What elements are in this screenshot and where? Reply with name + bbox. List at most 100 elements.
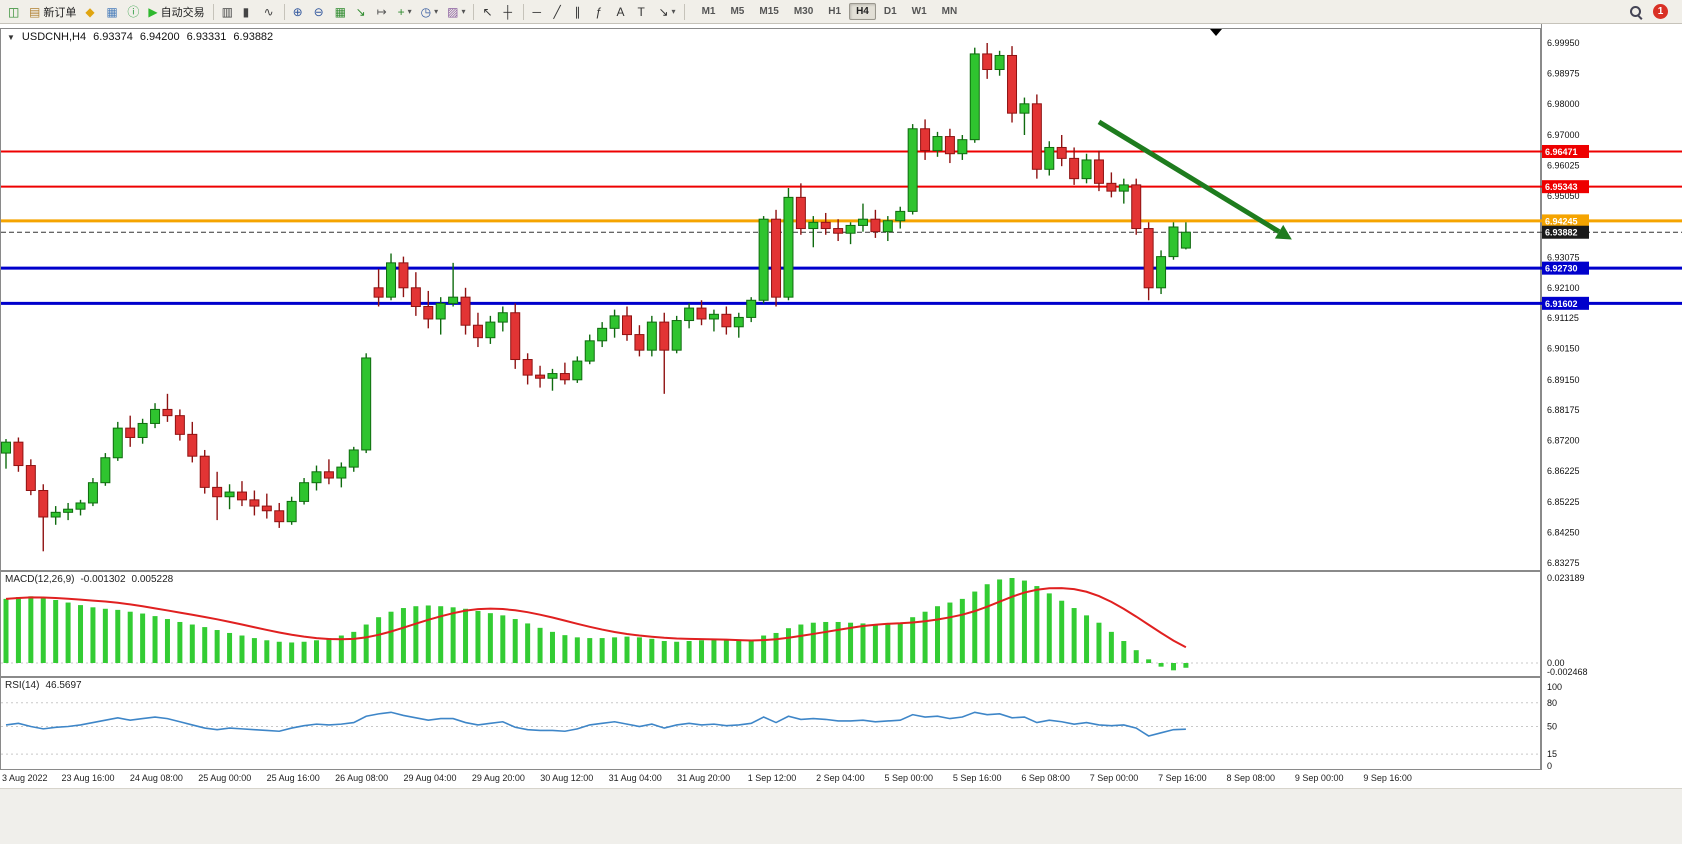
symbol-timeframe-label: USDCNH,H4 xyxy=(21,31,87,43)
main-price-chart[interactable]: 6.99950 6.98975 6.98000 6.97000 6.96025 6.950… xyxy=(0,24,1682,571)
new-chart-button[interactable]: ◫ xyxy=(4,2,24,22)
rsi-name: RSI(14) xyxy=(5,680,40,691)
text-icon: A xyxy=(616,4,625,19)
candlestick-chart-button[interactable]: ▮ xyxy=(239,2,259,22)
chart-window[interactable]: ▼ USDCNH,H4 6.93374 6.94200 6.93331 6.93… xyxy=(0,24,1682,844)
toolbar-button-group: ◫ ▤ 新订单 ◆ ▦ ⓘ ▶ 自动交易 ▥ ▮ ∿ ⊕ ⊖ ▦ ↘ ↦ + ▾ ◷ ▾ ▨ ▾ ↖ ┼ ─ ╱ ∥ ƒ A T ↘ ▾ xyxy=(4,2,680,22)
macd-signal-value: 0.005228 xyxy=(131,574,174,585)
zoom-in-icon: ⊕ xyxy=(292,4,303,19)
market-watch-button[interactable]: ◆ xyxy=(81,2,101,22)
timeframe-m15-button[interactable]: M15 xyxy=(752,3,785,20)
toolbar-separator xyxy=(683,3,685,20)
symbol-menu-icon[interactable]: ▼ xyxy=(7,32,15,42)
trendline-button[interactable]: ╱ xyxy=(549,2,569,22)
tile-windows-button[interactable]: ▦ xyxy=(331,2,351,22)
arrows-button[interactable]: ↘ ▾ xyxy=(654,2,679,22)
cursor-button[interactable]: ↖ xyxy=(478,2,498,22)
timeframe-h1-button[interactable]: H1 xyxy=(821,3,848,20)
dropdown-caret-icon: ▾ xyxy=(671,7,676,16)
indicators-button[interactable]: + ▾ xyxy=(394,2,416,22)
time-axis-label: 6 Sep 08:00 xyxy=(1021,773,1070,783)
time-axis-label: 5 Sep 16:00 xyxy=(952,773,1002,783)
clock-icon: ◷ xyxy=(420,4,432,19)
time-axis-label: 5 Sep 00:00 xyxy=(884,773,934,783)
auto-trading-button[interactable]: ▶ 自动交易 xyxy=(144,2,208,22)
time-axis-label: 7 Sep 00:00 xyxy=(1089,773,1139,783)
zoom-in-button[interactable]: ⊕ xyxy=(289,2,309,22)
bar-chart-icon: ▥ xyxy=(221,4,233,19)
data-window-button[interactable]: ▦ xyxy=(102,2,122,22)
timeframe-mn-button[interactable]: MN xyxy=(935,3,965,20)
macd-name: MACD(12,26,9) xyxy=(5,574,75,585)
toolbar-separator xyxy=(283,3,285,20)
time-axis-label: 30 Aug 12:00 xyxy=(540,773,594,783)
macd-indicator-pane[interactable]: 0.023189 0.00-0.002468 xyxy=(0,571,1682,677)
svg-text:6.89150: 6.89150 xyxy=(1547,375,1580,385)
new-order-button[interactable]: ▤ 新订单 xyxy=(25,2,80,22)
notification-badge[interactable]: 1 xyxy=(1653,4,1668,19)
text-label-button[interactable]: T xyxy=(633,2,653,22)
toolbar-right-group: 1 xyxy=(1629,4,1678,19)
time-axis-label: 25 Aug 16:00 xyxy=(266,773,320,783)
label-icon: T xyxy=(637,4,645,19)
svg-text:80: 80 xyxy=(1547,698,1557,708)
svg-text:6.92100: 6.92100 xyxy=(1547,283,1580,293)
svg-text:50: 50 xyxy=(1547,722,1557,732)
timeframe-m1-button[interactable]: M1 xyxy=(695,3,723,20)
timeframe-toolbar: M1 M5 M15 M30 H1 H4 D1 W1 MN xyxy=(695,3,965,20)
toolbar-separator xyxy=(523,3,525,20)
dropdown-caret-icon: ▾ xyxy=(461,7,466,16)
play-icon: ▶ xyxy=(148,4,158,19)
horizontal-line-button[interactable]: ─ xyxy=(528,2,548,22)
line-chart-button[interactable]: ∿ xyxy=(260,2,280,22)
timeframe-m30-button[interactable]: M30 xyxy=(787,3,820,20)
bar-chart-button[interactable]: ▥ xyxy=(218,2,238,22)
time-axis-label: 8 Sep 08:00 xyxy=(1226,773,1276,783)
fibonacci-button[interactable]: ƒ xyxy=(591,2,611,22)
rsi-value: 46.5697 xyxy=(45,680,82,691)
svg-text:6.98000: 6.98000 xyxy=(1547,99,1580,109)
time-axis[interactable]: 3 Aug 2022 23 Aug 16:00 24 Aug 08:00 25 Aug… xyxy=(0,770,1682,788)
channel-button[interactable]: ∥ xyxy=(570,2,590,22)
svg-text:6.95343: 6.95343 xyxy=(1545,182,1578,192)
timeframe-d1-button[interactable]: D1 xyxy=(877,3,904,20)
periods-button[interactable]: ◷ ▾ xyxy=(417,2,443,22)
timeframe-w1-button[interactable]: W1 xyxy=(905,3,934,20)
timeframe-m5-button[interactable]: M5 xyxy=(723,3,751,20)
svg-text:0: 0 xyxy=(1547,761,1552,770)
fibonacci-icon: ƒ xyxy=(595,4,603,19)
templates-button[interactable]: ▨ ▾ xyxy=(443,2,469,22)
svg-text:6.91602: 6.91602 xyxy=(1545,299,1578,309)
search-icon[interactable] xyxy=(1629,5,1643,19)
time-axis-label: 2 Sep 04:00 xyxy=(816,773,865,783)
svg-text:6.93882: 6.93882 xyxy=(1545,228,1578,238)
rsi-indicator-pane[interactable]: 100 80 50 15 0 xyxy=(0,677,1682,770)
svg-text:6.92730: 6.92730 xyxy=(1545,264,1578,274)
svg-text:6.83275: 6.83275 xyxy=(1547,558,1580,568)
chart-shift-button[interactable]: ↦ xyxy=(373,2,393,22)
crosshair-button[interactable]: ┼ xyxy=(499,2,519,22)
zoom-out-button[interactable]: ⊖ xyxy=(310,2,330,22)
candlestick-chart-icon: ▮ xyxy=(242,4,250,19)
svg-text:0.023189: 0.023189 xyxy=(1547,573,1585,583)
crosshair-icon: ┼ xyxy=(503,4,512,19)
auto-scroll-button[interactable]: ↘ xyxy=(352,2,372,22)
time-axis-label: 1 Sep 12:00 xyxy=(747,773,797,783)
horizontal-line-icon: ─ xyxy=(532,4,541,19)
arrow-objects-icon: ↘ xyxy=(658,4,669,19)
time-axis-label: 31 Aug 20:00 xyxy=(677,773,731,783)
svg-text:6.84250: 6.84250 xyxy=(1547,528,1580,538)
svg-text:100: 100 xyxy=(1547,682,1562,692)
time-axis-label: 26 Aug 08:00 xyxy=(335,773,389,783)
navigator-button[interactable]: ⓘ xyxy=(123,2,143,22)
svg-text:6.99950: 6.99950 xyxy=(1547,38,1580,48)
chart-shift-icon: ↦ xyxy=(376,4,387,19)
new-order-icon: ▤ xyxy=(29,4,41,19)
timeframe-h4-button[interactable]: H4 xyxy=(849,3,876,20)
svg-text:6.96471: 6.96471 xyxy=(1545,147,1578,157)
svg-text:6.86225: 6.86225 xyxy=(1547,466,1580,476)
time-axis-label: 31 Aug 04:00 xyxy=(608,773,662,783)
text-button[interactable]: A xyxy=(612,2,632,22)
svg-text:6.97000: 6.97000 xyxy=(1547,130,1580,140)
time-axis-label: 25 Aug 00:00 xyxy=(198,773,252,783)
